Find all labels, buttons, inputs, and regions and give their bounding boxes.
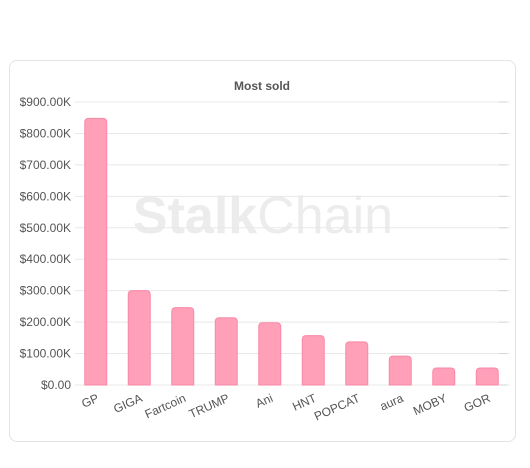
x-tick-label: MOBY bbox=[411, 391, 449, 418]
y-tick-label: $700.00K bbox=[20, 158, 71, 172]
bar-popcat[interactable] bbox=[345, 341, 369, 386]
watermark-logo: StalkChain bbox=[133, 187, 393, 245]
y-tick-label: $300.00K bbox=[20, 284, 71, 298]
x-tick-label: GOR bbox=[462, 391, 493, 415]
x-tick-label: aura bbox=[378, 391, 406, 414]
bar-trump[interactable] bbox=[214, 317, 238, 386]
x-tick-label: GIGA bbox=[111, 391, 144, 416]
watermark-light: Chain bbox=[257, 187, 393, 245]
x-tick-label: GP bbox=[79, 391, 101, 411]
x-tick-label: POPCAT bbox=[312, 391, 363, 424]
x-tick-label: TRUMP bbox=[187, 391, 232, 421]
x-tick-label: Ani bbox=[253, 391, 275, 411]
y-tick-label: $200.00K bbox=[20, 315, 71, 329]
y-tick-label: $800.00K bbox=[20, 126, 71, 140]
bar-ani[interactable] bbox=[258, 322, 282, 386]
bar-gor[interactable] bbox=[475, 367, 499, 386]
y-tick-label: $400.00K bbox=[20, 252, 71, 266]
bar-moby[interactable] bbox=[432, 367, 456, 386]
y-tick-label: $100.00K bbox=[20, 347, 71, 361]
bars bbox=[84, 117, 499, 386]
y-tick-label: $0.00 bbox=[41, 378, 71, 392]
bar-gp[interactable] bbox=[84, 117, 108, 386]
watermark-bold: Stalk bbox=[133, 187, 257, 245]
x-tick-label: Fartcoin bbox=[143, 391, 188, 421]
y-tick-label: $600.00K bbox=[20, 189, 71, 203]
y-tick-label: $900.00K bbox=[20, 95, 71, 109]
bar-aura[interactable] bbox=[388, 355, 412, 386]
y-tick-label: $500.00K bbox=[20, 221, 71, 235]
bar-giga[interactable] bbox=[127, 290, 151, 386]
bar-hnt[interactable] bbox=[301, 335, 325, 386]
bar-fartcoin[interactable] bbox=[171, 307, 195, 386]
chart-title: Most sold bbox=[234, 79, 290, 93]
y-axis-ticks: $0.00 $100.00K $200.00K $300.00K $400.00K $50… bbox=[20, 95, 72, 392]
